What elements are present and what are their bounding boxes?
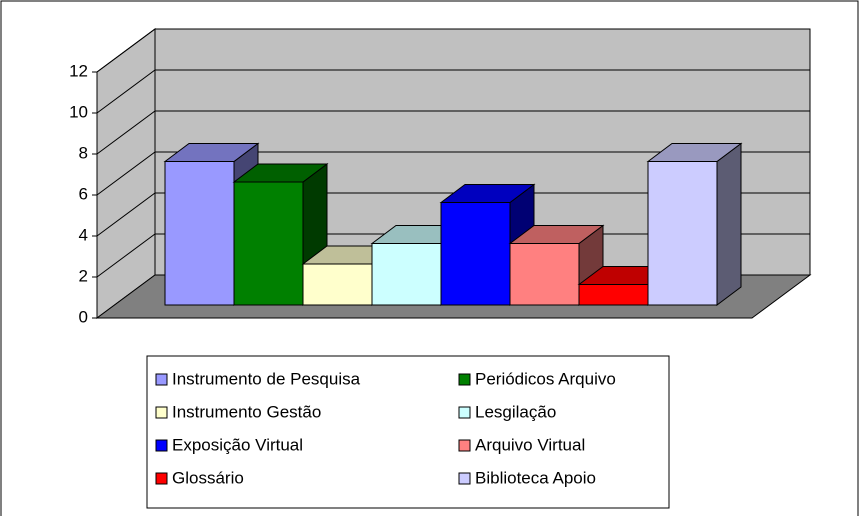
grid-line	[96, 192, 810, 237]
legend-label: Lesgilação	[475, 402, 556, 421]
bar	[578, 284, 649, 306]
bar	[164, 161, 235, 306]
legend-label: Biblioteca Apoio	[475, 468, 596, 487]
y-tick-label: 8	[79, 143, 88, 162]
bar	[509, 243, 580, 306]
y-tick-label: 4	[79, 225, 88, 244]
legend-swatch	[458, 406, 471, 419]
bar	[440, 202, 511, 306]
legend-label: Instrumento de Pesquisa	[172, 369, 361, 388]
legend-swatch	[155, 373, 168, 386]
grid-line	[96, 69, 810, 114]
bar	[371, 243, 442, 306]
legend	[146, 355, 670, 509]
grid-line	[96, 110, 810, 155]
legend-label: Arquivo Virtual	[475, 435, 585, 454]
legend-swatch	[458, 439, 471, 452]
y-tick-label: 2	[79, 266, 88, 285]
legend-swatch	[458, 472, 471, 485]
bar	[647, 161, 718, 306]
legend-swatch	[155, 439, 168, 452]
bar	[233, 181, 304, 306]
y-tick-label: 0	[79, 307, 88, 326]
legend-label: Periódicos Arquivo	[475, 369, 616, 388]
grid-line	[96, 28, 810, 73]
legend-swatch	[155, 406, 168, 419]
legend-swatch	[458, 373, 471, 386]
legend-label: Exposição Virtual	[172, 435, 303, 454]
bar	[302, 263, 373, 306]
grid-line	[96, 151, 810, 196]
legend-swatch	[155, 472, 168, 485]
y-tick-label: 6	[79, 184, 88, 203]
legend-label: Instrumento Gestão	[172, 402, 321, 421]
y-tick-label: 10	[69, 102, 88, 121]
y-tick-label: 12	[69, 61, 88, 80]
legend-label: Glossário	[172, 468, 244, 487]
bar-side	[716, 142, 742, 306]
